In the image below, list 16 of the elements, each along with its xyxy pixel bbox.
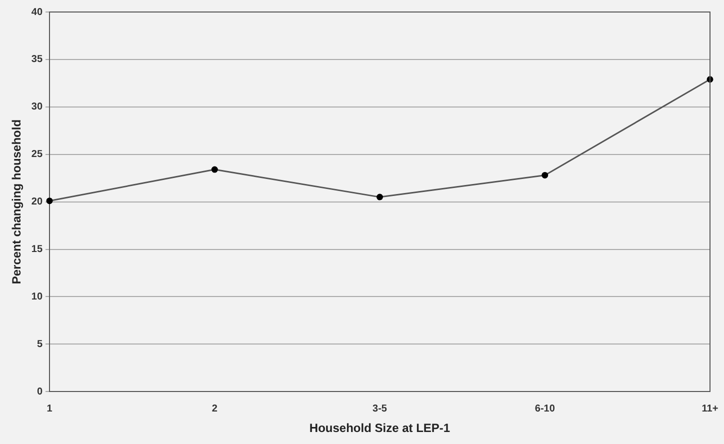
x-tick-label: 3-5: [372, 403, 388, 414]
y-tick-label: 15: [31, 244, 43, 255]
x-tick-label: 1: [46, 403, 53, 414]
x-tick-label: 11+: [702, 403, 718, 414]
x-tick-label: 2: [212, 403, 218, 414]
x-tick-label: 6-10: [534, 403, 556, 414]
y-tick-label: 20: [31, 196, 43, 208]
y-tick-label: 25: [31, 149, 43, 160]
y-tick-label: 0: [36, 386, 43, 398]
y-axis-title: Percent changing household: [10, 119, 24, 284]
y-tick-label: 10: [31, 291, 43, 302]
y-tick-label: 35: [31, 54, 43, 66]
y-tick-label: 30: [31, 102, 43, 113]
y-tick-label: 40: [31, 6, 43, 18]
x-axis-title: Household Size at LEP-1: [309, 421, 450, 436]
y-tick-label: 5: [36, 338, 43, 350]
